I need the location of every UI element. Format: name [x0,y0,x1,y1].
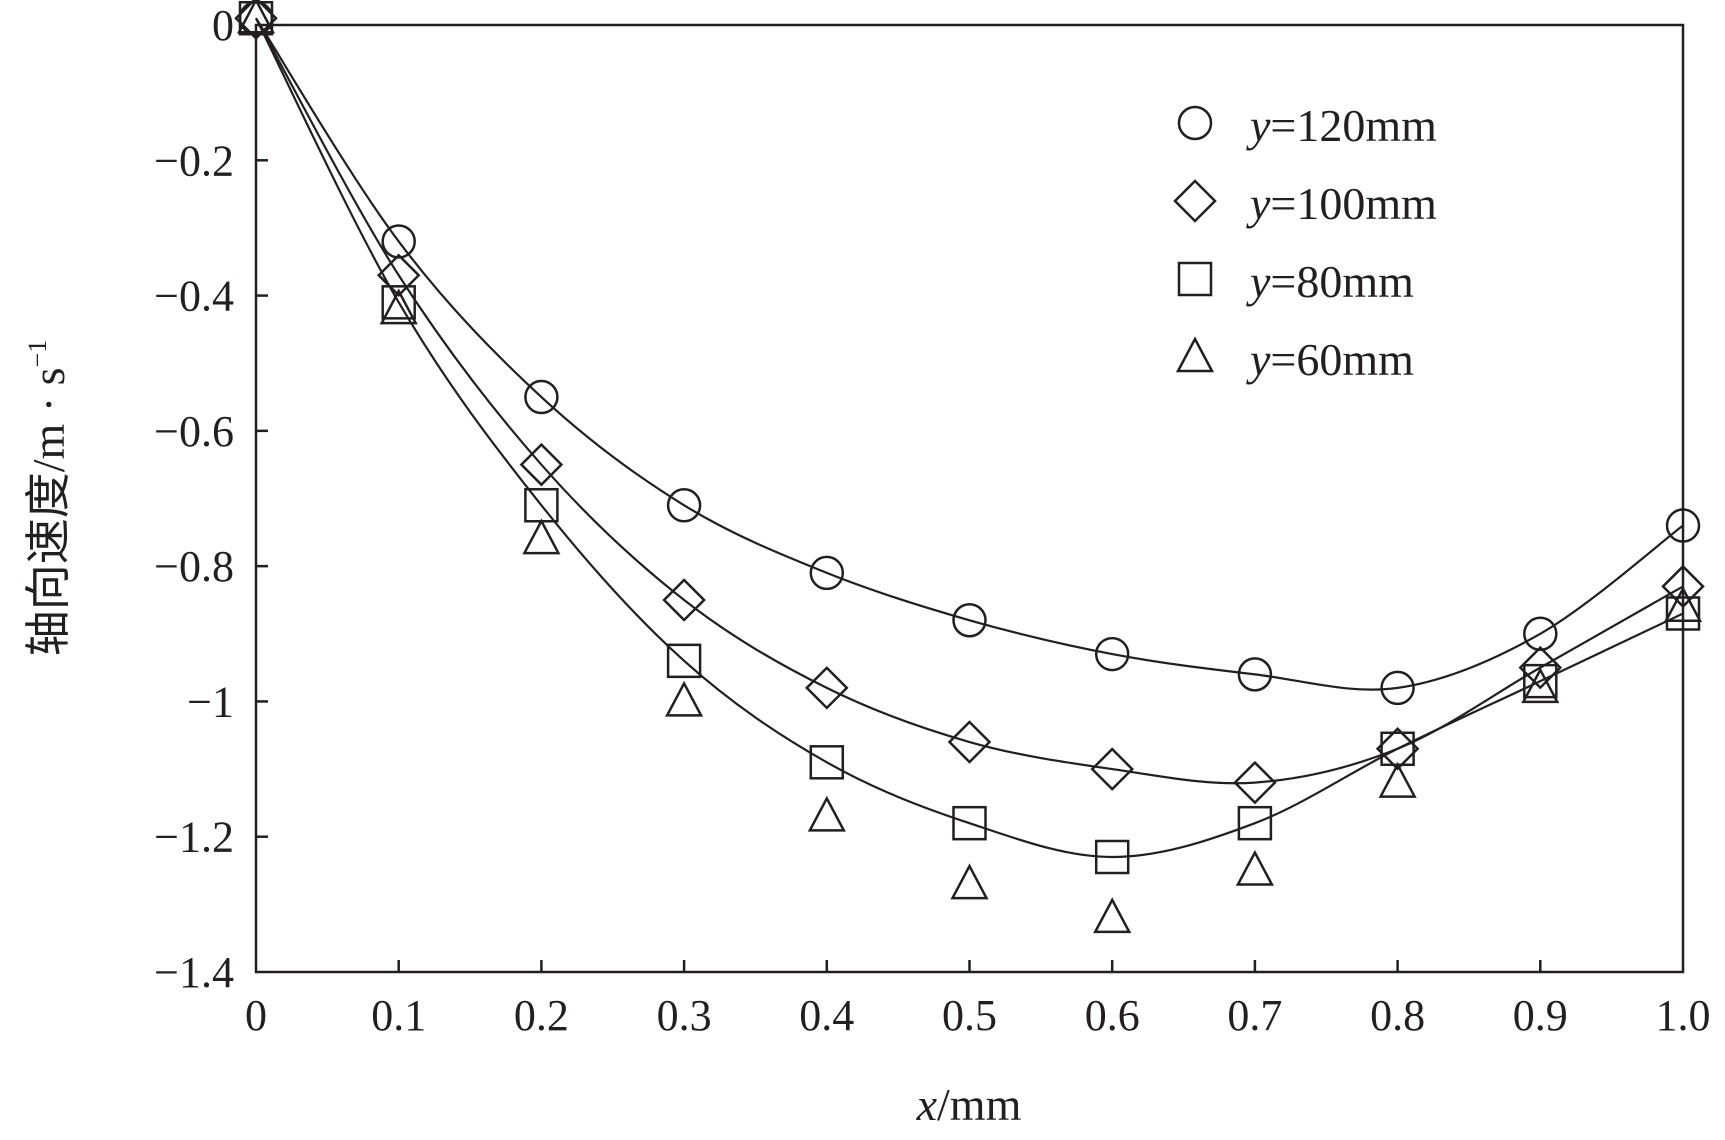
x-tick-label: 0.5 [942,991,997,1040]
y-tick-label: −1.4 [154,948,234,997]
data-point-diamond [1090,747,1134,791]
series-line [255,17,1684,859]
data-point-circle [381,224,416,259]
y-axis-title-main: 轴向速度/m · s [23,367,74,656]
legend-label: y=80mm [1246,256,1414,307]
legend-label-var: y [1246,178,1271,229]
data-point-circle [524,379,559,415]
data-point-triangle [522,518,561,555]
y-tick-label: −0.8 [154,542,234,591]
data-point-triangle [1235,849,1274,886]
series-circle [238,0,1701,706]
x-tick-label: 0.6 [1085,991,1140,1040]
y-tick-label: −0.2 [154,136,234,185]
data-point-triangle [665,680,704,717]
series-square [238,0,1701,875]
data-point-square [952,805,987,841]
data-point-circle [809,555,845,591]
legend-label-var: y [1246,256,1271,307]
data-point-triangle [1378,761,1417,798]
legend-label-text: =100mm [1270,178,1437,229]
series-triangle [236,0,1703,934]
data-point-circle [1237,657,1273,692]
data-point-circle [952,603,987,638]
data-point-square [1523,663,1558,699]
data-point-circle [1380,670,1415,706]
x-tick-label: 0 [245,991,267,1040]
legend-marker-triangle [1175,336,1215,373]
data-point-triangle [379,288,418,325]
data-point-triangle [1093,897,1132,934]
data-point-diamond [662,578,706,622]
series-layer [234,0,1705,934]
data-point-diamond [519,442,564,487]
x-tick-label: 0.8 [1370,991,1425,1040]
data-point-square [1094,839,1130,875]
x-axis-title-var: x [916,1079,938,1130]
y-tick-label: −0.4 [154,272,234,321]
legend-label-var: y [1246,334,1271,385]
data-point-circle [1523,616,1558,652]
data-point-triangle [950,863,989,900]
x-tick-label: 0.1 [371,991,426,1040]
ticks-layer: 0 0.1 0.2 0.3 0.4 0.5 0.6 0.7 0.8 0.9 1.0 0 −0.2 −0.4… [154,1,1710,1040]
x-axis-title-unit: /mm [937,1079,1022,1130]
data-point-circle [1094,636,1130,672]
x-tick-label: 0.3 [657,991,712,1040]
legend-label-text: =60mm [1270,334,1414,385]
x-tick-label: 0.2 [514,991,569,1040]
data-point-square [381,285,416,320]
data-point-diamond [947,720,992,764]
x-axis-title: x/mm [916,1079,1022,1130]
data-point-diamond [1518,645,1563,690]
y-tick-label: −1 [187,677,234,726]
legend-label-var: y [1246,100,1271,151]
y-tick-label: 0 [212,1,234,50]
data-point-square [666,643,702,679]
x-tick-label: 0.4 [799,991,854,1040]
data-point-diamond [805,666,849,710]
legend-marker-square [1177,261,1213,297]
legend-label-text: =80mm [1270,256,1414,307]
y-axis-title: 轴向速度/m · s−1 [23,340,74,656]
legend-label: y=120mm [1246,100,1437,151]
legend-label: y=60mm [1246,334,1414,385]
data-point-circle [666,488,702,523]
legend-marker-circle [1177,105,1213,141]
data-point-triangle [807,795,846,832]
series-line [255,17,1684,691]
data-point-diamond [1233,760,1277,805]
x-tick-label: 0.9 [1513,991,1568,1040]
y-axis-title-sup: −1 [23,340,52,368]
legend-label-text: =120mm [1270,100,1437,151]
legend-label: y=100mm [1246,178,1437,229]
y-tick-label: −1.2 [154,813,234,862]
data-point-diamond [376,253,421,298]
legend-marker-diamond [1173,179,1217,223]
data-point-square [809,745,845,780]
data-point-triangle [1521,667,1560,704]
y-tick-label: −0.6 [154,407,234,456]
x-tick-label: 0.7 [1227,991,1282,1040]
x-tick-label: 1.0 [1656,991,1711,1040]
data-point-square [1237,805,1273,841]
